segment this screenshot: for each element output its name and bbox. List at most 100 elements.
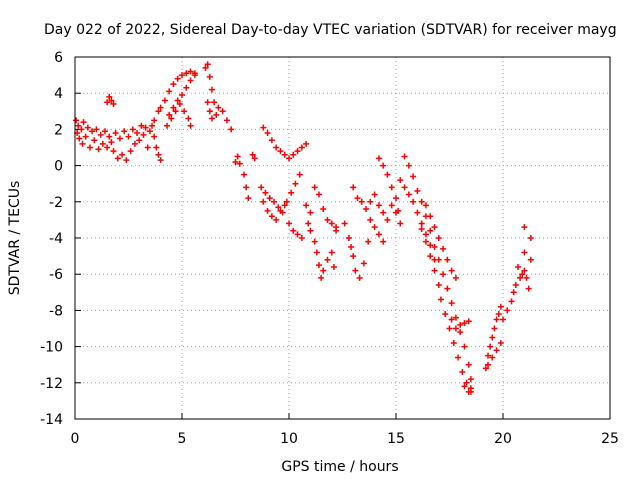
data-point (371, 224, 378, 231)
data-point (328, 220, 335, 227)
data-point (393, 195, 399, 202)
data-point (521, 249, 528, 256)
data-point (444, 256, 451, 263)
data-point (519, 271, 526, 278)
data-point (286, 220, 292, 227)
data-point (277, 148, 284, 155)
data-point (296, 171, 303, 178)
data-point (91, 137, 98, 144)
data-point (144, 144, 151, 151)
y-tick-label: -2 (49, 195, 63, 211)
data-point (95, 146, 102, 153)
data-point (345, 235, 352, 241)
grid-lines (75, 57, 610, 419)
data-point (324, 216, 331, 223)
data-point (73, 117, 80, 124)
data-point (350, 184, 357, 191)
data-point (101, 128, 108, 135)
data-point (283, 198, 290, 205)
x-tick-label: 10 (280, 431, 298, 447)
data-point (281, 202, 288, 209)
data-point (365, 238, 372, 245)
data-point (134, 130, 141, 137)
data-point (435, 235, 442, 241)
data-point (510, 289, 517, 296)
data-point (290, 227, 297, 234)
data-point (525, 285, 532, 292)
data-point (485, 352, 492, 359)
data-point (191, 72, 198, 79)
data-point (286, 155, 292, 162)
data-point (508, 298, 515, 305)
data-point (341, 220, 348, 227)
data-point (371, 191, 378, 198)
data-point (461, 383, 468, 390)
data-point (206, 108, 213, 115)
data-point (448, 267, 455, 274)
data-point (292, 180, 299, 187)
data-point (375, 202, 382, 209)
data-point (273, 144, 280, 151)
data-point (495, 311, 502, 318)
data-point (465, 388, 472, 395)
data-point (395, 207, 402, 214)
data-point (493, 316, 500, 323)
data-point (277, 207, 284, 214)
data-point (514, 263, 521, 270)
data-point (457, 329, 464, 336)
data-point (497, 303, 504, 310)
data-point (170, 104, 177, 111)
data-point (467, 385, 474, 392)
data-point (82, 133, 89, 140)
data-point (352, 267, 359, 274)
data-point (142, 124, 149, 131)
data-point (151, 133, 158, 140)
data-point (315, 191, 322, 198)
data-point (204, 61, 211, 68)
data-point (303, 202, 310, 209)
data-point (414, 209, 421, 216)
data-point (110, 101, 117, 108)
data-point (151, 117, 158, 124)
data-point (418, 198, 425, 205)
data-point (375, 155, 382, 162)
data-point (89, 128, 96, 135)
data-point (358, 198, 365, 205)
data-point (307, 209, 314, 216)
data-point (493, 347, 500, 354)
data-point (463, 379, 470, 386)
data-point (108, 139, 115, 146)
chart-title: Day 022 of 2022, Sidereal Day-to-day VTE… (44, 22, 617, 38)
data-point (166, 88, 173, 95)
data-point (333, 227, 340, 234)
data-point (384, 216, 391, 223)
data-point (294, 148, 301, 155)
data-point (155, 151, 162, 158)
data-point (414, 187, 421, 194)
data-point (427, 227, 434, 234)
data-point (375, 231, 382, 238)
data-point (384, 171, 391, 178)
data-point (213, 111, 220, 118)
data-point (461, 320, 468, 327)
data-point (79, 140, 86, 147)
data-point (523, 274, 530, 281)
data-point (442, 311, 449, 318)
data-point (491, 325, 498, 332)
data-point (131, 140, 138, 147)
data-point (298, 144, 305, 151)
data-point (223, 117, 230, 124)
x-tick-label: 5 (178, 431, 187, 447)
data-point (448, 316, 455, 323)
data-point (99, 140, 106, 147)
data-point (397, 220, 404, 227)
data-point (380, 162, 387, 169)
data-point (401, 153, 408, 160)
data-point (138, 122, 145, 129)
data-point (228, 126, 235, 133)
data-point (281, 151, 288, 158)
data-point (166, 111, 173, 118)
data-point (127, 148, 134, 155)
data-point (236, 160, 243, 167)
data-point (422, 238, 429, 245)
